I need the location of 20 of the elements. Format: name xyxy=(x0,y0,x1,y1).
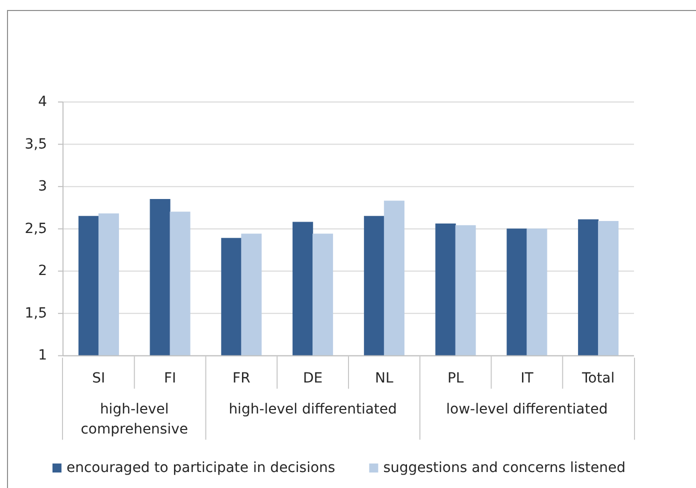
text: high-level comprehensive xyxy=(80,402,188,438)
x-tick-label: FR xyxy=(232,370,251,387)
legend-label: suggestions and concerns listened xyxy=(383,460,626,476)
x-tick-label: IT xyxy=(520,370,534,387)
x-tick-label: DE xyxy=(302,370,323,387)
x-tick-label: SI xyxy=(92,370,106,387)
y-tick-label: 2,5 xyxy=(24,220,47,237)
y-tick-label: 3 xyxy=(38,178,47,195)
text: low-level differentiated xyxy=(446,402,608,418)
y-tick-label: 1,5 xyxy=(24,305,47,322)
text: high-level differentiated xyxy=(228,402,397,418)
x-tick-label: PL xyxy=(447,370,464,387)
y-tick-label: 1 xyxy=(38,348,47,364)
y-tick-label: 2 xyxy=(38,263,47,280)
y-tick-label: 3,5 xyxy=(24,136,47,152)
x-tick-label: FI xyxy=(164,370,176,387)
y-tick-label: 4 xyxy=(38,94,48,110)
x-tick-label: Total xyxy=(580,370,615,387)
x-tick-label: NL xyxy=(375,370,394,387)
legend-label: encouraged to participate in decisions xyxy=(66,460,336,476)
